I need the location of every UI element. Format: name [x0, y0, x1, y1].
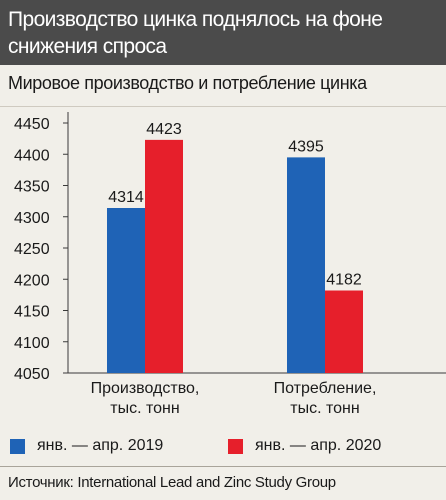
- bar-2019: [287, 157, 325, 373]
- chart-title-line-1: Производство цинка поднялось на фоне: [8, 8, 383, 31]
- y-tick-label: 4050: [14, 366, 50, 383]
- y-tick-label: 4300: [14, 210, 50, 227]
- bar-2020: [145, 139, 183, 373]
- bar-value-label: 4182: [326, 272, 362, 289]
- bar-2019: [107, 208, 145, 373]
- bar-2020: [325, 290, 363, 373]
- bar-value-label: 4395: [288, 138, 324, 155]
- subtitle-divider: [0, 106, 446, 107]
- footer-divider: [0, 466, 446, 467]
- y-tick-label: 4150: [14, 304, 50, 321]
- chart-header: Производство цинка поднялось на фоне сни…: [0, 0, 446, 65]
- bar-value-label: 4314: [108, 189, 144, 206]
- bar-value-label: 4423: [146, 121, 182, 138]
- y-tick-label: 4250: [14, 241, 50, 258]
- x-category-label: тыс. тонн: [290, 400, 359, 417]
- x-category-label: тыс. тонн: [110, 400, 179, 417]
- chart-subtitle: Мировое производство и потребление цинка: [8, 73, 367, 93]
- legend-label-2019: янв. — апр. 2019: [37, 437, 164, 454]
- y-tick-label: 4100: [14, 335, 50, 352]
- y-tick-label: 4400: [14, 147, 50, 164]
- y-tick-label: 4450: [14, 116, 50, 133]
- y-tick-label: 4200: [14, 272, 50, 289]
- source-note: Источник: International Lead and Zinc St…: [8, 474, 336, 491]
- bar-chart: 4050 4100 4150 4200 4250 4300 4350 4400 4450 4314…: [14, 112, 446, 417]
- legend-label-2020: янв. — апр. 2020: [255, 437, 382, 454]
- x-category-label: Производство,: [91, 380, 200, 397]
- x-category-label: Потребление,: [274, 380, 377, 397]
- legend-swatch-2020: [228, 439, 243, 454]
- chart-title-line-2: снижения спроса: [8, 35, 167, 58]
- y-tick-label: 4350: [14, 179, 50, 196]
- legend-swatch-2019: [10, 439, 25, 454]
